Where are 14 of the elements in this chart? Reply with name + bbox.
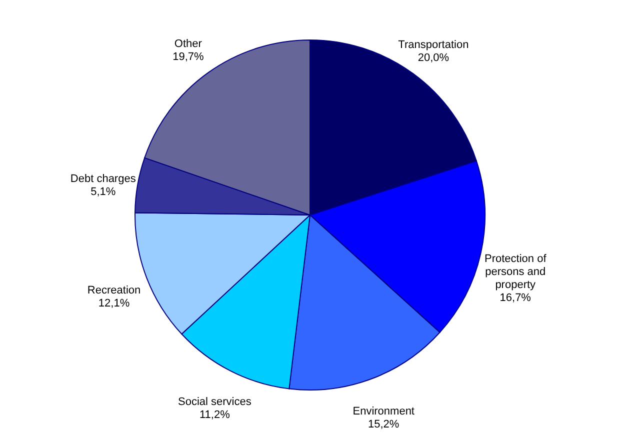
slice-label: Social services xyxy=(178,396,252,408)
slice-label: Recreation xyxy=(87,284,141,296)
data-label: 5,1% xyxy=(90,186,116,198)
slice-label: Other xyxy=(174,38,202,50)
slice-label: Protection of persons and property xyxy=(484,252,548,291)
data-label: 15,2% xyxy=(368,418,400,431)
data-label: 16,7% xyxy=(500,292,532,304)
data-label: 19,7% xyxy=(172,50,204,63)
data-label: 12,1% xyxy=(98,297,130,310)
slice-label: Transportation xyxy=(398,39,469,52)
data-label: 11,2% xyxy=(199,409,230,422)
data-label: 20,0% xyxy=(418,52,450,64)
slice-label: Environment xyxy=(352,406,414,418)
slice-label: Debt charges xyxy=(70,172,136,185)
